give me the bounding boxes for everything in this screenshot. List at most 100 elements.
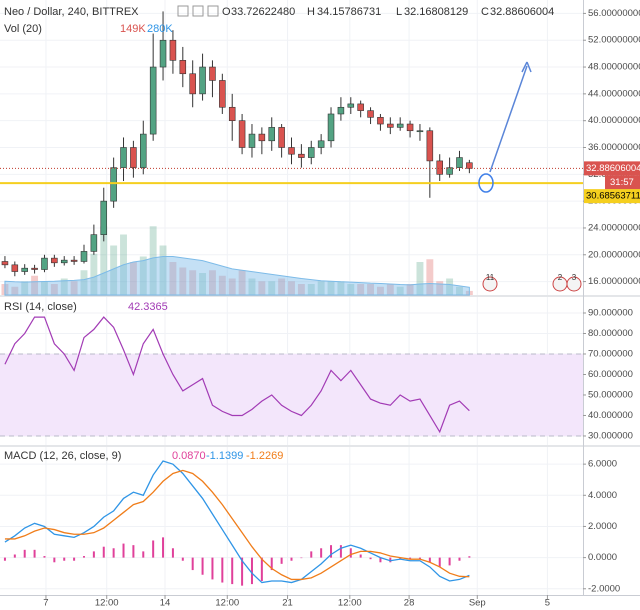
volume-bar bbox=[149, 226, 157, 295]
candle-body bbox=[298, 153, 305, 158]
candle-body bbox=[179, 60, 187, 75]
y-tick-label: 2.0000 bbox=[588, 521, 617, 532]
drawing-annotation[interactable] bbox=[478, 61, 532, 193]
legend-icon[interactable] bbox=[192, 5, 204, 17]
event-icon[interactable] bbox=[566, 276, 582, 292]
volume-bar bbox=[416, 262, 424, 295]
histogram-bar bbox=[428, 557, 431, 563]
candle-body bbox=[219, 80, 226, 108]
histogram-bar bbox=[310, 551, 313, 558]
histogram-bar bbox=[152, 540, 155, 558]
histogram-bar bbox=[399, 557, 402, 560]
volume-bar bbox=[327, 281, 335, 295]
y-tick-label: 16.00000000 bbox=[588, 276, 640, 287]
y-tick-label: 0.0000 bbox=[588, 552, 617, 563]
histogram-bar bbox=[201, 557, 204, 575]
volume-bar bbox=[139, 256, 147, 295]
y-tick-label: 24.00000000 bbox=[588, 222, 640, 233]
event-icon[interactable] bbox=[482, 276, 498, 292]
candle-body bbox=[199, 66, 206, 95]
histogram-bar bbox=[112, 548, 115, 558]
countdown-label: 31:57 bbox=[610, 177, 634, 188]
volume-bar bbox=[386, 284, 394, 295]
candle-body bbox=[357, 103, 364, 111]
histogram-bar bbox=[241, 557, 244, 586]
rsi-line bbox=[4, 316, 470, 434]
candle-body bbox=[456, 157, 463, 168]
volume-bar bbox=[31, 275, 39, 295]
candle-body bbox=[396, 123, 404, 128]
macd-line bbox=[4, 460, 470, 584]
volume-bar bbox=[100, 226, 108, 295]
circle-drawing[interactable] bbox=[478, 173, 494, 193]
histogram-bar bbox=[290, 557, 293, 561]
volume-bar bbox=[307, 284, 315, 295]
rsi-band bbox=[0, 353, 583, 436]
histogram-bar bbox=[369, 557, 372, 560]
histogram-bar bbox=[448, 557, 451, 566]
volume-bar bbox=[208, 270, 216, 295]
y-tick-label: -2.0000 bbox=[588, 583, 620, 594]
y-tick-label: 56.00000000 bbox=[588, 8, 640, 19]
histogram-bar bbox=[339, 545, 342, 558]
candle-body bbox=[406, 123, 414, 132]
candle-body bbox=[317, 140, 325, 148]
candle-body bbox=[1, 261, 9, 266]
candle-body bbox=[268, 127, 276, 142]
histogram-bar bbox=[102, 546, 105, 558]
candle-body bbox=[436, 160, 443, 175]
candle-body bbox=[159, 39, 167, 68]
x-tick-label: 28 bbox=[404, 598, 415, 609]
candle-body bbox=[367, 110, 374, 118]
macd-title: MACD (12, 26, close, 9) bbox=[4, 450, 121, 462]
volume-bar bbox=[248, 278, 256, 295]
candle-body bbox=[337, 106, 345, 115]
histogram-bar bbox=[181, 557, 184, 561]
y-tick-label: 4.0000 bbox=[588, 490, 617, 501]
ohlc-key: C bbox=[481, 6, 489, 18]
x-tick-label: 12:00 bbox=[215, 598, 239, 609]
histogram-bar bbox=[122, 543, 125, 558]
legend-icon[interactable] bbox=[207, 5, 219, 17]
candle-body bbox=[189, 73, 196, 95]
candle-body bbox=[446, 167, 453, 175]
hline-label: 30.68563711 bbox=[586, 191, 640, 202]
volume-bar bbox=[337, 281, 345, 295]
histogram-bar bbox=[3, 557, 6, 561]
histogram-bar bbox=[73, 557, 76, 561]
y-tick-label: 60.000000 bbox=[588, 369, 633, 380]
volume-bar bbox=[426, 259, 434, 295]
candle-body bbox=[288, 147, 295, 155]
histogram-bar bbox=[359, 554, 362, 558]
candle-body bbox=[70, 259, 78, 262]
rsi-legend: RSI (14, close) 42.3365 bbox=[4, 301, 168, 313]
y-tick-label: 90.000000 bbox=[588, 308, 633, 319]
arrow-drawing[interactable] bbox=[489, 65, 528, 173]
legend-icon[interactable] bbox=[177, 5, 189, 17]
volume-bar bbox=[436, 281, 444, 295]
volume-bar bbox=[21, 281, 29, 295]
candle-body bbox=[416, 130, 424, 133]
histogram-bar bbox=[82, 556, 85, 558]
histogram-bar bbox=[33, 549, 36, 558]
histogram-bar bbox=[162, 537, 165, 558]
histogram-bar bbox=[92, 551, 95, 558]
volume-bar bbox=[258, 281, 266, 295]
y-tick-label: 36.00000000 bbox=[588, 142, 640, 153]
y-tick-label: 6.0000 bbox=[588, 459, 617, 470]
histogram-bar bbox=[438, 557, 441, 567]
candle-body bbox=[307, 147, 315, 158]
ohlc-value: 32.16808129 bbox=[404, 6, 468, 18]
histogram-bar bbox=[53, 557, 56, 563]
volume-bar bbox=[189, 270, 197, 295]
histogram-bar bbox=[468, 556, 471, 558]
candle-body bbox=[258, 133, 266, 142]
histogram-bar bbox=[458, 557, 461, 561]
candle-body bbox=[51, 257, 58, 264]
histogram-bar bbox=[349, 548, 352, 558]
volume-bar bbox=[90, 253, 98, 295]
volume-bar bbox=[297, 284, 305, 295]
histogram-bar bbox=[280, 557, 283, 564]
macd-line bbox=[4, 469, 470, 581]
